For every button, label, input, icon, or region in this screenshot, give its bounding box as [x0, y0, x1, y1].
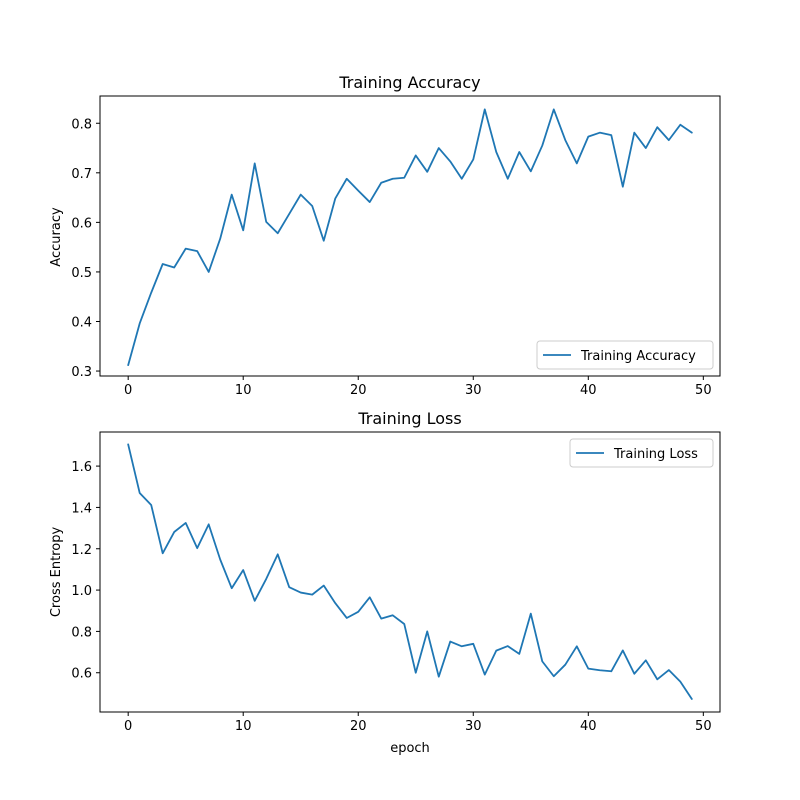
accuracy-x-tick-label: 50: [695, 383, 712, 398]
loss-y-tick-label: 1.4: [71, 501, 92, 516]
accuracy-y-tick-label: 0.6: [71, 216, 92, 231]
loss-y-tick-label: 1.2: [71, 543, 92, 558]
loss-legend-label: Training Loss: [613, 447, 698, 462]
loss-x-tick-label: 30: [465, 719, 482, 734]
accuracy-legend-label: Training Accuracy: [580, 349, 696, 364]
accuracy-y-tick-label: 0.7: [71, 167, 92, 182]
loss-subplot: Training Loss Cross Entropy epoch 0 10 20 3…: [49, 409, 721, 756]
loss-y-tick-label: 1.0: [71, 584, 92, 599]
accuracy-x-tick-label: 40: [580, 383, 597, 398]
accuracy-chart-title: Training Accuracy: [338, 73, 480, 92]
loss-x-tick-label: 10: [235, 719, 252, 734]
accuracy-y-tick-label: 0.4: [71, 315, 92, 330]
accuracy-x-tick-label: 0: [124, 383, 132, 398]
loss-x-tick-label: 50: [695, 719, 712, 734]
accuracy-y-tick-label: 0.3: [71, 365, 92, 380]
loss-x-tick-label: 20: [350, 719, 367, 734]
accuracy-legend-box: [536, 340, 714, 370]
loss-y-tick-label: 0.6: [71, 667, 92, 682]
loss-y-tick-label: 1.6: [71, 460, 92, 475]
accuracy-x-tick-label: 20: [350, 383, 367, 398]
loss-chart-title: Training Loss: [357, 409, 461, 428]
loss-x-axis-label: epoch: [390, 741, 430, 756]
loss-x-tick-label: 0: [124, 719, 132, 734]
accuracy-y-axis-label: Accuracy: [49, 207, 64, 267]
accuracy-y-tick-label: 0.5: [71, 266, 92, 281]
loss-y-tick-label: 0.8: [71, 625, 92, 640]
accuracy-series-line: [127, 108, 693, 367]
accuracy-subplot: Training Accuracy Accuracy 0 10 20 30 40 50 0.…: [49, 73, 721, 398]
loss-legend-box: [569, 438, 714, 468]
accuracy-plot-area: [99, 95, 721, 377]
loss-x-tick-label: 40: [580, 719, 597, 734]
accuracy-y-tick-label: 0.8: [71, 117, 92, 132]
accuracy-x-tick-label: 30: [465, 383, 482, 398]
loss-y-axis-label: Cross Entropy: [49, 527, 64, 618]
loss-series-line: [127, 443, 693, 700]
loss-plot-area: [99, 431, 721, 713]
accuracy-x-tick-label: 10: [235, 383, 252, 398]
